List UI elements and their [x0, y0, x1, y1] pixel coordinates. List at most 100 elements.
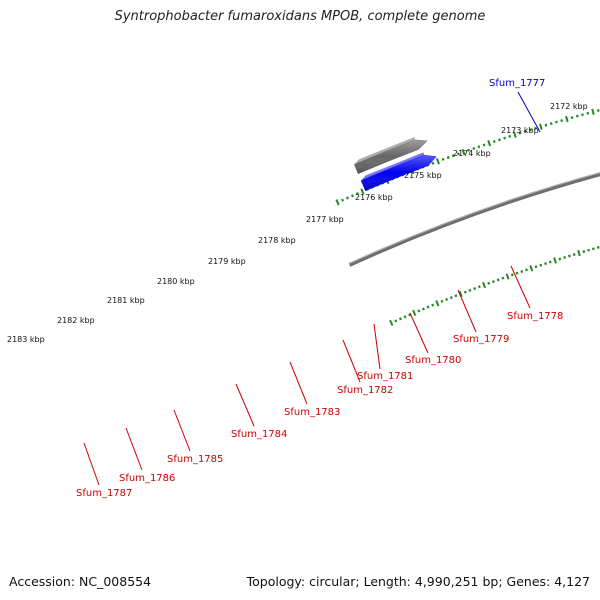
tick-mark [398, 317, 402, 321]
tick-mark [544, 262, 547, 266]
tick-mark [581, 113, 584, 117]
tick-mark [539, 123, 543, 130]
gene-label[interactable]: Sfum_1780 [405, 355, 461, 366]
kbp-label: 2180 kbp [157, 277, 195, 286]
tick-mark [577, 249, 581, 257]
tick-mark [477, 145, 481, 149]
tick-mark [487, 140, 492, 147]
gene-labels: Sfum_1777 Sfum_1778 Sfum_1779 Sfum_1780 Sfum… [76, 78, 563, 499]
tick-mark [360, 188, 365, 195]
tick-mark [435, 300, 440, 307]
kbp-label: 2172 kbp [550, 102, 588, 111]
gene-label[interactable]: Sfum_1785 [167, 454, 223, 465]
tick-mark [515, 271, 519, 275]
tick-mark [563, 256, 567, 259]
kbp-label: 2175 kbp [404, 171, 442, 180]
gene-label[interactable]: Sfum_1783 [284, 407, 340, 418]
leader-line [517, 91, 541, 133]
tick-mark [440, 299, 444, 303]
tick-mark [555, 120, 558, 124]
tick-mark [539, 263, 543, 267]
leader-line [173, 409, 191, 452]
kbp-label: 2174 kbp [453, 149, 491, 158]
kbp-labels: 2172 kbp 2173 kbp 2174 kbp 2175 kbp 2176 kbp… [7, 102, 588, 344]
leader-line [235, 383, 255, 427]
tick-mark [467, 148, 471, 152]
tick-mark [389, 319, 394, 327]
gene-arrow-gray[interactable] [353, 137, 428, 175]
tick-mark [587, 248, 590, 252]
gene-label[interactable]: Sfum_1786 [119, 473, 175, 484]
tick-mark [491, 280, 495, 284]
tick-mark [458, 290, 463, 298]
tick-mark [454, 294, 458, 298]
tick-mark [558, 257, 562, 261]
tick-mark [335, 199, 340, 206]
tick-mark [412, 309, 417, 317]
gene-label[interactable]: Sfum_1779 [453, 334, 509, 345]
tick-mark [446, 156, 450, 160]
map-title: Syntrophobacter fumaroxidans MPOB, compl… [114, 9, 486, 24]
tick-mark [596, 109, 600, 112]
tick-mark [403, 315, 407, 319]
tick-mark [492, 139, 496, 143]
tick-mark [529, 128, 532, 132]
tick-mark [523, 130, 527, 133]
gene-label[interactable]: Sfum_1777 [489, 78, 545, 89]
leader-line [125, 427, 143, 471]
tick-mark [426, 305, 430, 309]
tick-mark [534, 126, 538, 130]
tick-mark [586, 111, 590, 115]
tick-mark [505, 273, 510, 280]
tick-mark [560, 119, 564, 123]
tick-mark [482, 281, 487, 289]
tick-mark [445, 297, 449, 302]
tick-mark [553, 257, 557, 264]
leader-line [83, 442, 100, 486]
accession-text: Accession: NC_008554 [9, 574, 152, 589]
tick-mark [431, 303, 435, 307]
gene-label[interactable]: Sfum_1778 [507, 311, 563, 322]
tick-mark [341, 198, 345, 202]
kbp-label: 2182 kbp [57, 316, 95, 325]
gene-label[interactable]: Sfum_1784 [231, 429, 287, 440]
kbp-label: 2181 kbp [107, 296, 145, 305]
leader-line [409, 312, 429, 354]
tick-mark [582, 250, 586, 254]
tick-mark [575, 114, 579, 118]
tick-mark [591, 108, 595, 116]
tick-mark [477, 285, 481, 289]
kbp-label: 2178 kbp [258, 236, 296, 245]
leader-line [510, 265, 531, 309]
tick-mark [596, 245, 600, 249]
tick-mark [572, 253, 576, 257]
tick-mark [534, 265, 538, 269]
tick-mark [592, 247, 595, 251]
gene-label[interactable]: Sfum_1781 [357, 371, 413, 382]
tick-mark [456, 152, 460, 156]
tick-mark [544, 123, 548, 127]
inner-tick-ring [389, 245, 600, 327]
tick-mark [565, 115, 569, 123]
tick-mark [487, 281, 491, 285]
kbp-label: 2173 kbp [501, 126, 539, 135]
tick-mark [449, 296, 453, 300]
gene-label[interactable]: Sfum_1782 [337, 385, 393, 396]
tick-mark [548, 260, 552, 264]
tick-mark [525, 268, 528, 272]
gene-arrow-blue-left[interactable] [360, 152, 437, 192]
leader-line [373, 323, 381, 370]
tick-mark [518, 131, 522, 135]
tick-mark [461, 148, 466, 156]
backbone-highlight [349, 172, 600, 264]
backbone-arc [348, 172, 600, 267]
leader-line [342, 339, 361, 383]
tick-mark [513, 131, 517, 138]
leader-line [457, 289, 477, 333]
tick-mark [570, 116, 574, 120]
gene-label[interactable]: Sfum_1787 [76, 488, 132, 499]
tick-mark [503, 136, 507, 140]
topology-text: Topology: circular; Length: 4,990,251 bp… [246, 574, 590, 589]
tick-mark [408, 313, 412, 317]
tick-mark [350, 194, 354, 198]
